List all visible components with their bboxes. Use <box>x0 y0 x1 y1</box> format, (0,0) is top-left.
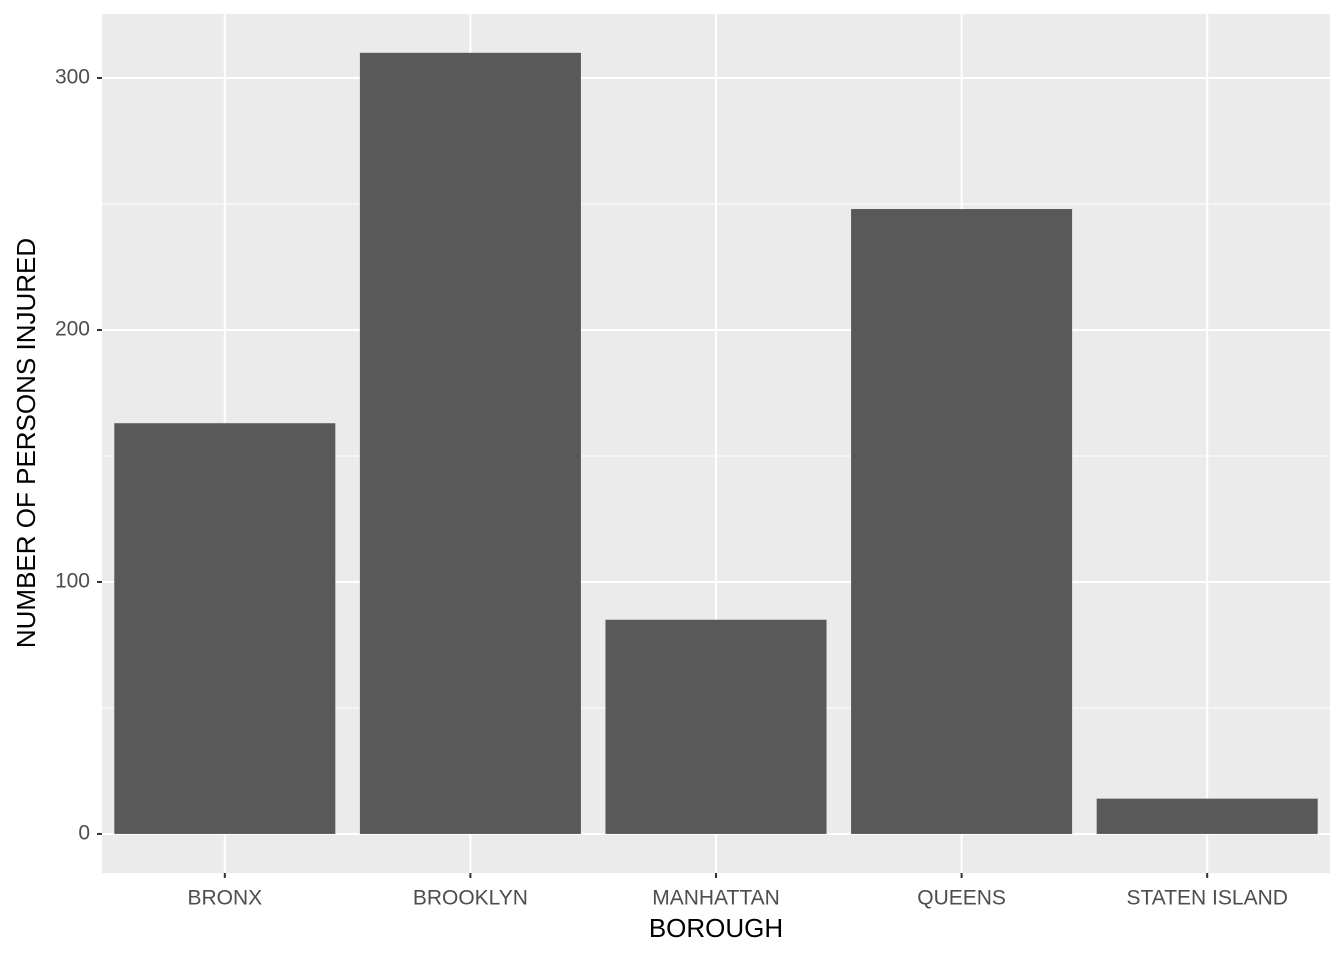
bar <box>851 209 1073 834</box>
x-axis-title: BOROUGH <box>649 913 783 943</box>
y-tick-label: 100 <box>55 570 90 593</box>
x-tick-label: QUEENS <box>917 887 1006 910</box>
bar <box>359 52 581 834</box>
x-tick-label: STATEN ISLAND <box>1126 887 1287 910</box>
bar <box>114 423 336 834</box>
x-tick-label: BRONX <box>187 887 262 910</box>
bar <box>605 619 827 834</box>
marks <box>114 52 1318 834</box>
x-tick-label: BROOKLYN <box>413 887 528 910</box>
bar <box>1096 798 1318 834</box>
y-tick-label: 0 <box>78 821 90 844</box>
y-tick-label: 200 <box>55 318 90 341</box>
y-tick-label: 300 <box>55 66 90 89</box>
y-axis-title: NUMBER OF PERSONS INJURED <box>11 238 41 648</box>
x-tick-label: MANHATTAN <box>652 887 780 910</box>
